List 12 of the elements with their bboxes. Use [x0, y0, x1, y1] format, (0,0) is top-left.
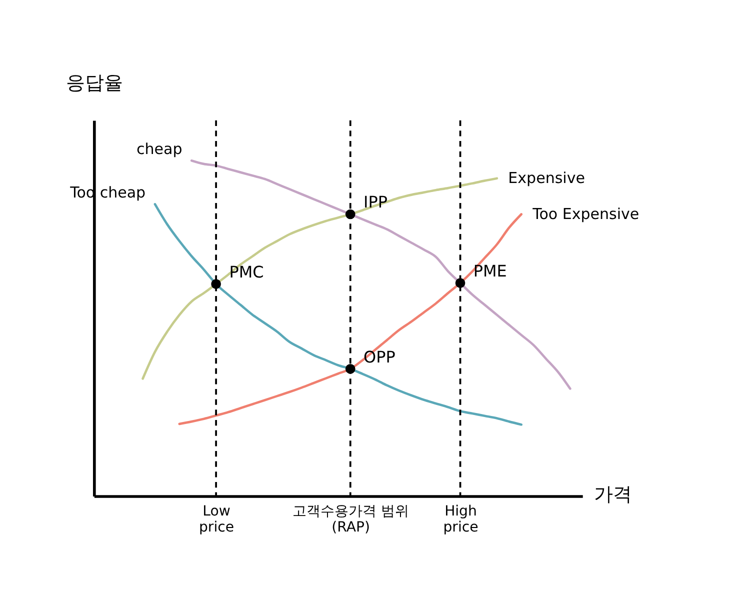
- x-tick-label: Low price: [198, 503, 234, 536]
- x-tick-label: High price: [443, 503, 478, 536]
- x-tick-label: 고객수용가격 범위 (RAP): [292, 503, 410, 536]
- annotation: IPP: [364, 192, 388, 212]
- annotation: PME: [473, 261, 507, 280]
- annotation: OPP: [364, 347, 396, 366]
- annotation: PMC: [229, 262, 264, 282]
- series-label: Expensive: [508, 169, 585, 188]
- y-axis-title: 응답율: [66, 72, 124, 94]
- series-label: cheap: [136, 140, 182, 158]
- series-label: Too Expensive: [532, 204, 640, 223]
- x-axis-title: 가격: [594, 484, 632, 506]
